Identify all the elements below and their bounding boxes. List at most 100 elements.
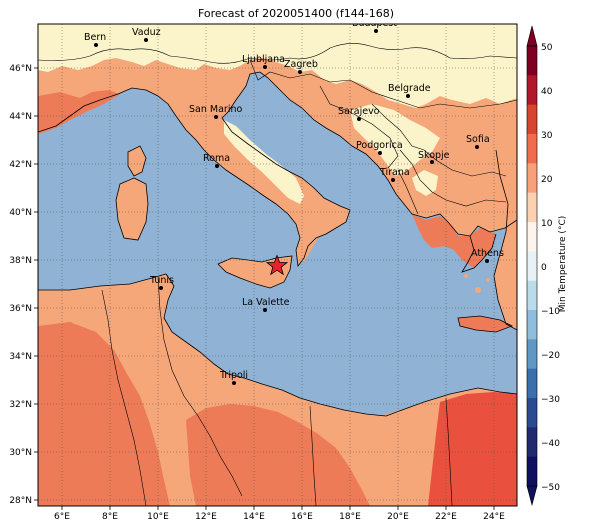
lat-tick-label: 34°N bbox=[9, 352, 32, 362]
greece-warm-south bbox=[412, 214, 496, 268]
colorbar-label: Min Temperature (°C) bbox=[558, 215, 568, 313]
colorbar-frame bbox=[526, 45, 538, 487]
map-title: Forecast of 2020051400 (f144-168) bbox=[197, 7, 395, 20]
city-dot-sarajevo bbox=[357, 117, 361, 121]
colorbar-tick-label: −30 bbox=[541, 395, 560, 405]
colorbar: 50 40 30 20 10 0 −10 −20 −30 −40 −50 bbox=[526, 25, 560, 507]
city-label-zagreb: Zagreb bbox=[284, 59, 318, 70]
location-star-icon bbox=[265, 254, 289, 276]
city-dot-la-valette bbox=[263, 308, 267, 312]
city-label-sofia: Sofia bbox=[466, 134, 490, 145]
lon-tick-label: 10°E bbox=[147, 512, 169, 522]
sahara-hot-region bbox=[38, 322, 170, 506]
aegean-island bbox=[475, 287, 481, 293]
lat-tick-label: 32°N bbox=[9, 400, 32, 410]
colorbar-band bbox=[527, 163, 537, 194]
colorbar-band bbox=[527, 75, 537, 106]
city-dots bbox=[94, 29, 489, 385]
lat-tick-label: 42°N bbox=[9, 160, 32, 170]
city-label-san-marino: San Marino bbox=[189, 104, 242, 115]
egypt-hot-region bbox=[428, 392, 517, 506]
city-label-podgorica: Podgorica bbox=[356, 140, 403, 151]
map-panel: Bern Vaduz Budapest Ljubljana Zagreb Bel… bbox=[38, 18, 517, 506]
city-dot-tripoli bbox=[232, 381, 236, 385]
lat-tick-label: 36°N bbox=[9, 304, 32, 314]
lon-tick-label: 12°E bbox=[195, 512, 217, 522]
colorbar-ticks: 50 40 30 20 10 0 −10 −20 −30 −40 −50 bbox=[541, 43, 560, 493]
colorbar-tick-label: −10 bbox=[541, 307, 560, 317]
graticule bbox=[38, 24, 517, 506]
latitude-labels: 46°N 44°N 42°N 40°N 38°N 36°N 34°N 32°N … bbox=[9, 64, 32, 506]
city-dot-ljubljana bbox=[263, 65, 267, 69]
city-label-vaduz: Vaduz bbox=[132, 27, 161, 38]
city-label-budapest: Budapest bbox=[352, 18, 397, 29]
lon-tick-label: 8°E bbox=[102, 512, 118, 522]
colorbar-band bbox=[527, 192, 537, 223]
colorbar-tick-label: −20 bbox=[541, 351, 560, 361]
corsica-island bbox=[128, 146, 146, 176]
city-dot-tirana bbox=[391, 178, 395, 182]
city-dot-san-marino bbox=[214, 115, 218, 119]
city-dot-zagreb bbox=[298, 70, 302, 74]
libya-coast-mild bbox=[380, 404, 430, 452]
colorbar-tick-label: 20 bbox=[541, 175, 553, 185]
city-dot-skopje bbox=[430, 160, 434, 164]
colorbar-tick-label: 40 bbox=[541, 87, 553, 97]
city-dot-roma bbox=[215, 164, 219, 168]
colorbar-band bbox=[527, 104, 537, 135]
longitude-labels: 6°E 8°E 10°E 12°E 14°E 16°E 18°E 20°E 22… bbox=[54, 512, 505, 522]
city-label-belgrade: Belgrade bbox=[388, 83, 431, 94]
turkey-coast bbox=[494, 146, 517, 330]
colorbar-tick-label: −50 bbox=[541, 483, 560, 493]
city-label-tunis: Tunis bbox=[149, 275, 174, 286]
city-label-sarajevo: Sarajevo bbox=[338, 106, 380, 117]
colorbar-band bbox=[527, 456, 537, 487]
colorbar-band bbox=[527, 427, 537, 458]
colorbar-band bbox=[527, 251, 537, 282]
map-frame bbox=[37, 23, 518, 507]
city-label-tripoli: Tripoli bbox=[219, 370, 248, 381]
city-label-ljubljana: Ljubljana bbox=[242, 54, 285, 65]
lat-tick-label: 46°N bbox=[9, 64, 32, 74]
city-label-athens: Athens bbox=[471, 248, 504, 259]
lat-tick-label: 28°N bbox=[9, 496, 32, 506]
colorbar-band bbox=[527, 46, 537, 76]
colorbar-tick-label: 30 bbox=[541, 131, 553, 141]
city-label-tirana: Tirana bbox=[379, 167, 410, 178]
aegean-island bbox=[464, 274, 468, 278]
balkan-cool-patch bbox=[350, 104, 440, 176]
colorbar-band bbox=[527, 398, 537, 428]
italy-peninsula bbox=[292, 204, 320, 262]
libya-hot-region bbox=[186, 404, 370, 506]
city-label-la-valette: La Valette bbox=[242, 297, 290, 308]
lat-tick-label: 44°N bbox=[9, 112, 32, 122]
city-dot-bern bbox=[94, 43, 98, 47]
city-dot-sofia bbox=[475, 145, 479, 149]
lon-tick-label: 22°E bbox=[435, 512, 457, 522]
france-coast-warm bbox=[38, 90, 120, 134]
colorbar-band bbox=[527, 368, 537, 399]
sardinia-island bbox=[116, 178, 148, 240]
colorbar-band bbox=[527, 134, 537, 164]
colorbar-tick-label: −40 bbox=[541, 439, 560, 449]
lat-tick-label: 30°N bbox=[9, 448, 32, 458]
lon-tick-label: 24°E bbox=[483, 512, 505, 522]
lon-tick-label: 6°E bbox=[54, 512, 70, 522]
city-labels: Bern Vaduz Budapest Ljubljana Zagreb Bel… bbox=[84, 18, 504, 381]
city-dot-tunis bbox=[159, 286, 163, 290]
colorbar-band bbox=[527, 222, 537, 252]
colorbar-tick-label: 0 bbox=[541, 263, 547, 273]
city-label-skopje: Skopje bbox=[418, 150, 450, 161]
colorbar-bottom-arrow bbox=[526, 485, 538, 507]
city-dot-podgorica bbox=[378, 151, 382, 155]
axis-tick-marks bbox=[34, 67, 495, 510]
colorbar-bands bbox=[527, 46, 537, 487]
colorbar-band bbox=[527, 339, 537, 370]
colorbar-top-arrow bbox=[526, 25, 538, 47]
city-dot-vaduz bbox=[144, 38, 148, 42]
city-dot-athens bbox=[485, 259, 489, 263]
city-dot-belgrade bbox=[406, 94, 410, 98]
aegean-island bbox=[486, 278, 490, 282]
colorbar-band bbox=[527, 280, 537, 311]
